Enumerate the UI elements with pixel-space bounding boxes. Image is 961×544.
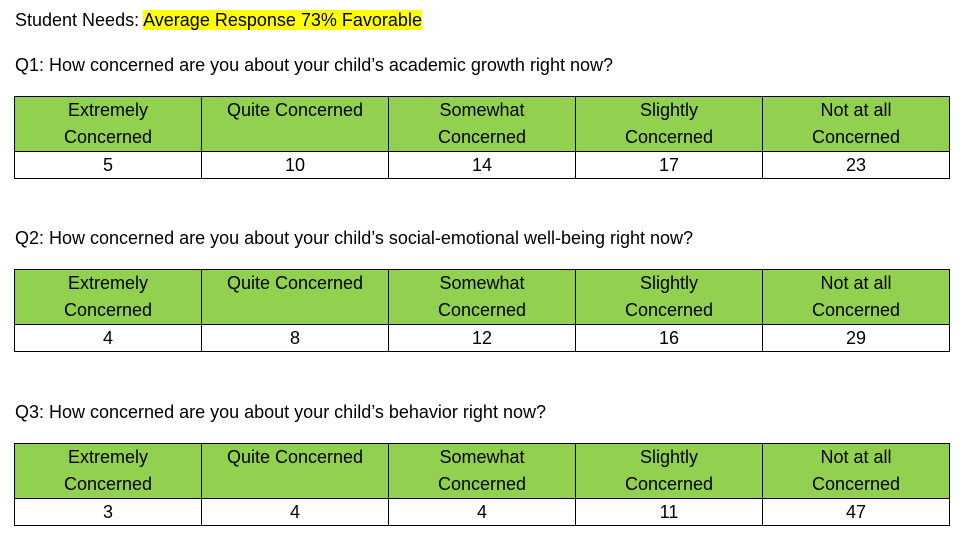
table-header-row: Extremely Concerned Quite Concerned Somew… [14, 269, 950, 325]
question-1-text: Q1: How concerned are you about your chi… [15, 55, 613, 75]
header-cell-somewhat-concerned: Somewhat Concerned [388, 96, 576, 152]
value-cell: 8 [201, 324, 389, 352]
question-3-text: Q3: How concerned are you about your chi… [15, 402, 546, 422]
table-value-row: 5 10 14 17 23 [14, 151, 950, 179]
question-2-text: Q2: How concerned are you about your chi… [15, 228, 694, 248]
summary-highlight: Average Response 73% Favorable [143, 10, 422, 30]
question-1-table: Extremely Concerned Quite Concerned Somew… [14, 96, 950, 179]
value-cell: 11 [575, 498, 763, 526]
header-cell-extremely-concerned: Extremely Concerned [14, 443, 202, 499]
value-cell: 47 [762, 498, 950, 526]
table-header-row: Extremely Concerned Quite Concerned Somew… [14, 443, 950, 499]
header-cell-somewhat-concerned: Somewhat Concerned [388, 269, 576, 325]
value-cell: 5 [14, 151, 202, 179]
question-3-table: Extremely Concerned Quite Concerned Somew… [14, 443, 950, 526]
header-cell-quite-concerned: Quite Concerned [201, 443, 389, 499]
value-cell: 10 [201, 151, 389, 179]
value-cell: 12 [388, 324, 576, 352]
table-value-row: 3 4 4 11 47 [14, 498, 950, 526]
header-cell-somewhat-concerned: Somewhat Concerned [388, 443, 576, 499]
table-value-row: 4 8 12 16 29 [14, 324, 950, 352]
summary-line: Student Needs: Average Response 73% Favo… [15, 8, 422, 32]
header-cell-extremely-concerned: Extremely Concerned [14, 269, 202, 325]
value-cell: 17 [575, 151, 763, 179]
header-cell-slightly-concerned: Slightly Concerned [575, 443, 763, 499]
value-cell: 4 [14, 324, 202, 352]
value-cell: 29 [762, 324, 950, 352]
summary-label: Student Needs: [15, 10, 140, 30]
header-cell-slightly-concerned: Slightly Concerned [575, 269, 763, 325]
header-cell-not-at-all-concerned: Not at all Concerned [762, 443, 950, 499]
header-cell-not-at-all-concerned: Not at all Concerned [762, 96, 950, 152]
value-cell: 14 [388, 151, 576, 179]
header-cell-extremely-concerned: Extremely Concerned [14, 96, 202, 152]
value-cell: 4 [201, 498, 389, 526]
question-2-table: Extremely Concerned Quite Concerned Somew… [14, 269, 950, 352]
value-cell: 16 [575, 324, 763, 352]
header-cell-slightly-concerned: Slightly Concerned [575, 96, 763, 152]
value-cell: 4 [388, 498, 576, 526]
table-header-row: Extremely Concerned Quite Concerned Somew… [14, 96, 950, 152]
header-cell-quite-concerned: Quite Concerned [201, 96, 389, 152]
header-cell-not-at-all-concerned: Not at all Concerned [762, 269, 950, 325]
value-cell: 23 [762, 151, 950, 179]
value-cell: 3 [14, 498, 202, 526]
header-cell-quite-concerned: Quite Concerned [201, 269, 389, 325]
